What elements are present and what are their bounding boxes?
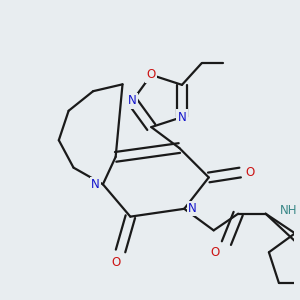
- Text: N: N: [128, 94, 137, 107]
- Text: O: O: [111, 256, 120, 269]
- Text: O: O: [245, 166, 255, 179]
- Text: NH: NH: [280, 204, 298, 217]
- Text: O: O: [210, 246, 219, 260]
- Text: N: N: [91, 178, 99, 191]
- Text: N: N: [178, 111, 186, 124]
- Text: O: O: [147, 68, 156, 81]
- Text: N: N: [188, 202, 197, 215]
